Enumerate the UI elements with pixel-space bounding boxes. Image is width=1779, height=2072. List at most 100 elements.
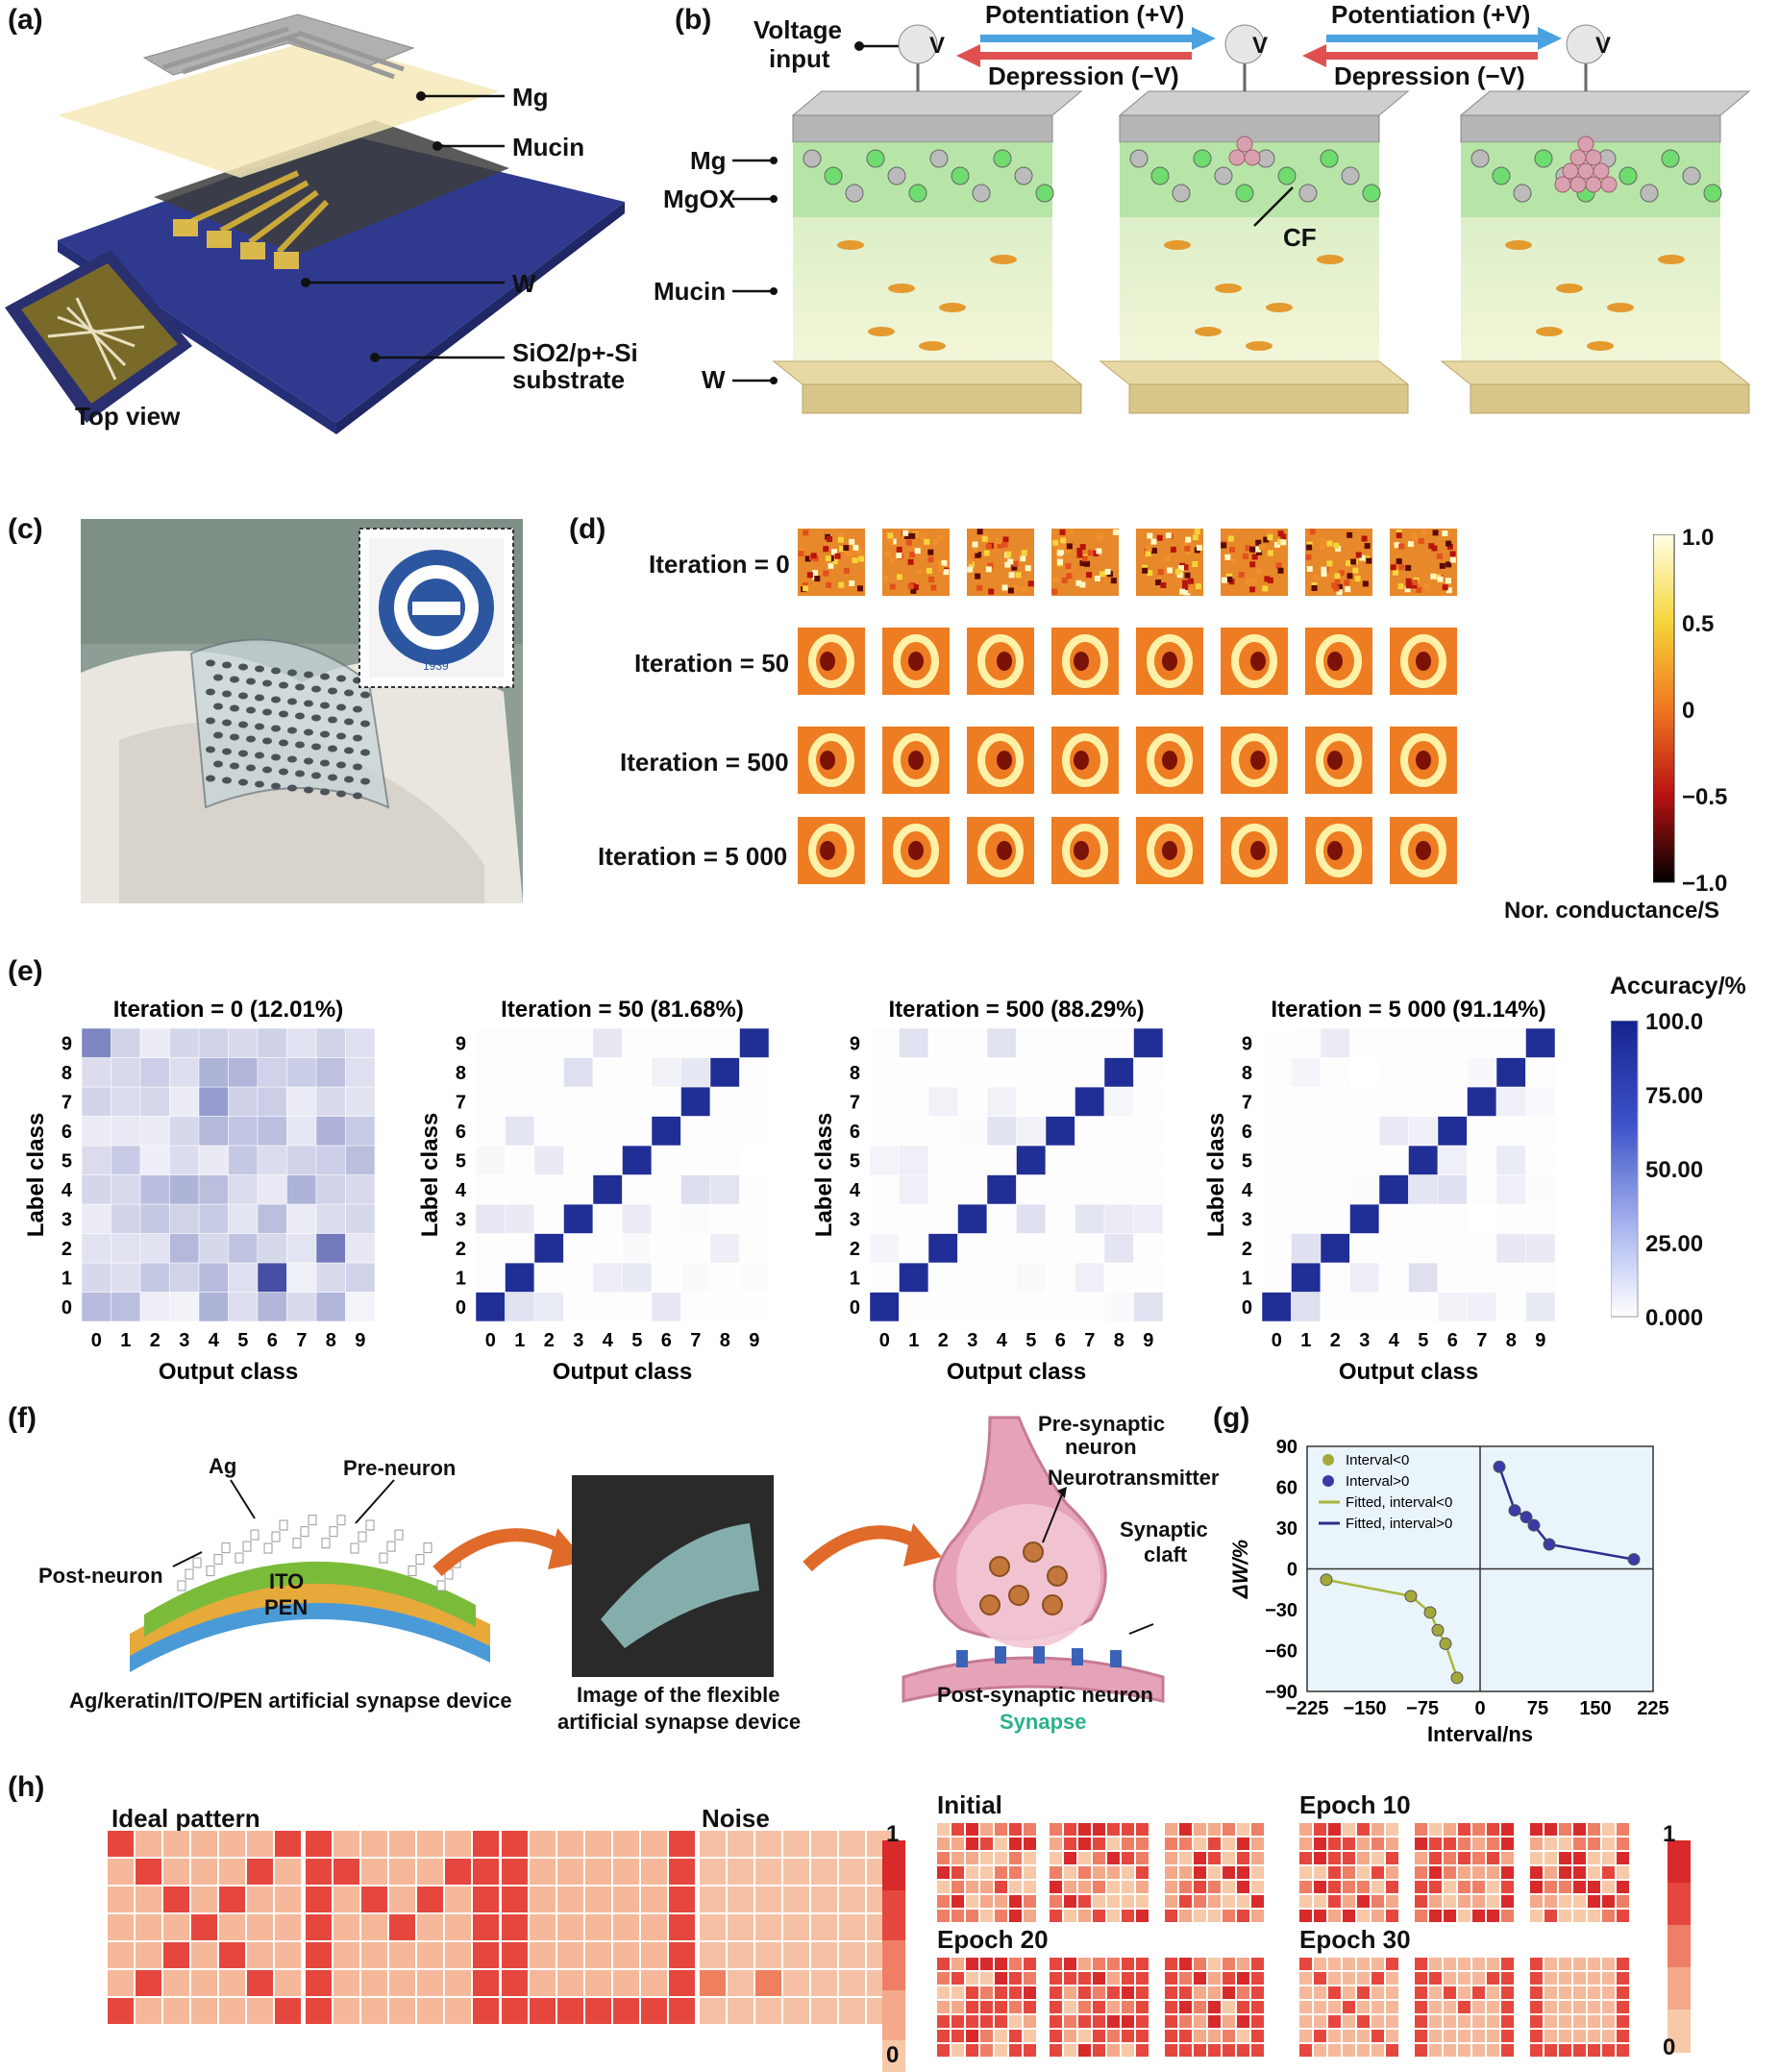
pattern-cell (1251, 1866, 1264, 1879)
panel-h-tag: (h) (8, 1771, 45, 1803)
pattern-cell (1559, 1852, 1571, 1864)
pattern-cell (1314, 1895, 1326, 1908)
pattern-cell (1251, 1881, 1264, 1893)
pattern-grid (1050, 1823, 1149, 1922)
pattern-cell (811, 1942, 837, 1968)
pattern-cell (951, 1986, 964, 1999)
pattern-cell (557, 1942, 583, 1968)
pattern-cell (1559, 1895, 1571, 1908)
e-cb-tick-1: 100.0 (1645, 1009, 1704, 1035)
pattern-cell (1573, 1852, 1586, 1864)
pattern-cell (1179, 1881, 1192, 1893)
pattern-cell (1386, 1823, 1398, 1836)
pattern-cell (1136, 1972, 1149, 1985)
pattern-cell (585, 1998, 611, 2024)
pattern-cell (1136, 2030, 1149, 2042)
weight-map-tile (967, 529, 1034, 596)
pattern-cell (1107, 2044, 1120, 2057)
pattern-cell (473, 1914, 499, 1940)
pattern-cell (247, 1998, 273, 2024)
pattern-cell (1415, 2001, 1427, 2013)
pattern-cell (334, 1914, 359, 1940)
pattern-cell (700, 1887, 726, 1912)
pattern-cell (1165, 2015, 1177, 2028)
x-tick-label: 0 (485, 1330, 496, 1351)
pattern-cell (219, 1914, 245, 1940)
pattern-cell (1487, 2044, 1499, 2057)
pattern-cell (1064, 1866, 1076, 1879)
pattern-cell (1237, 1986, 1249, 1999)
ag-electrode (292, 1538, 302, 1549)
panel-g: (g) −225 −150 −75 0 75 150 225 90 60 30 0 −30 −60 −90… (1211, 1398, 1779, 1764)
v-symbol-1: V (929, 33, 946, 59)
pattern-cell (995, 1972, 1007, 1985)
pattern-cell (1444, 1972, 1456, 1985)
pattern-cell (1559, 1866, 1571, 1879)
pattern-cell (1544, 1881, 1557, 1893)
panel-e: (e) Iteration = 0 (12.01%) 0 0 1 1 2 2 3 3 4 4 5 5 6 6… (0, 951, 1779, 1384)
pattern-cell (1429, 1958, 1442, 1970)
pattern-cell (1107, 1838, 1120, 1850)
pattern-cell (613, 1859, 639, 1885)
pattern-cell (1415, 1910, 1427, 1922)
pattern-cell (1444, 1986, 1456, 1999)
y-axis-label: ΔW/% (1228, 1540, 1252, 1599)
x-tick-label: 8 (1506, 1330, 1517, 1351)
confusion-matrices: Iteration = 0 (12.01%)001122334455667788… (23, 997, 1556, 1384)
weight-map-tile (798, 727, 865, 794)
pattern-cell (306, 1914, 332, 1940)
pattern-cell (1573, 2030, 1586, 2042)
matrix-title: Iteration = 500 (88.29%) (888, 997, 1144, 1023)
pattern-cell (1328, 1852, 1341, 1864)
pattern-cell (1602, 1958, 1615, 1970)
weight-map-tile (798, 628, 865, 695)
matrix-title: Iteration = 0 (12.01%) (113, 997, 343, 1023)
pattern-cell (641, 1859, 667, 1885)
pattern-cell (1530, 1866, 1543, 1879)
row-label-iteration-5000: Iteration = 5 000 (598, 842, 788, 871)
pattern-cell (275, 1914, 301, 1940)
pattern-cell (1343, 1881, 1355, 1893)
pattern-cell (1357, 1910, 1370, 1922)
pattern-cell (1223, 1852, 1235, 1864)
pattern-cell (1208, 1838, 1221, 1850)
pattern-cell (247, 1914, 273, 1940)
pattern-cell (1501, 1972, 1514, 1985)
pattern-cell (1487, 1852, 1499, 1864)
pattern-cell (1024, 1895, 1036, 1908)
pattern-colorbar (1668, 1840, 1691, 2053)
pattern-cell (163, 1942, 189, 1968)
pattern-cell (585, 1970, 611, 1996)
weight-map-tile (798, 817, 865, 884)
pattern-cell (1328, 1895, 1341, 1908)
top-view-inset (5, 250, 192, 423)
weight-map-tile (1051, 817, 1119, 884)
pattern-grid (1530, 1958, 1629, 2057)
pattern-cell (1122, 1972, 1134, 1985)
pattern-cell (1487, 1910, 1499, 1922)
pattern-cell (839, 1831, 865, 1857)
pattern-cell (1415, 2030, 1427, 2042)
pattern-cell (219, 1970, 245, 1996)
pattern-cell (1386, 1852, 1398, 1864)
pattern-cell (1078, 1838, 1091, 1850)
weight-map-tile (882, 628, 950, 695)
pattern-cell (839, 1887, 865, 1912)
pattern-cell (1544, 1895, 1557, 1908)
pattern-cell (163, 1914, 189, 1940)
pattern-cell (1064, 1958, 1076, 1970)
pattern-cell (1386, 1910, 1398, 1922)
pattern-cell (1136, 1866, 1149, 1879)
f-label-post-synaptic: Post-synaptic neuron (937, 1683, 1153, 1707)
pattern-cell (1415, 1895, 1427, 1908)
pattern-cell (1078, 2030, 1091, 2042)
pattern-cell (1024, 1838, 1036, 1850)
pattern-cell (417, 1998, 443, 2024)
pattern-cell (1530, 1838, 1543, 1850)
pattern-cell (951, 2044, 964, 2057)
pen-layer (130, 1599, 490, 1672)
x-tick-label: 3 (573, 1330, 583, 1351)
y-tick-label: 4 (850, 1180, 861, 1201)
pattern-cell (557, 1914, 583, 1940)
weight-map-tile (1051, 727, 1119, 794)
